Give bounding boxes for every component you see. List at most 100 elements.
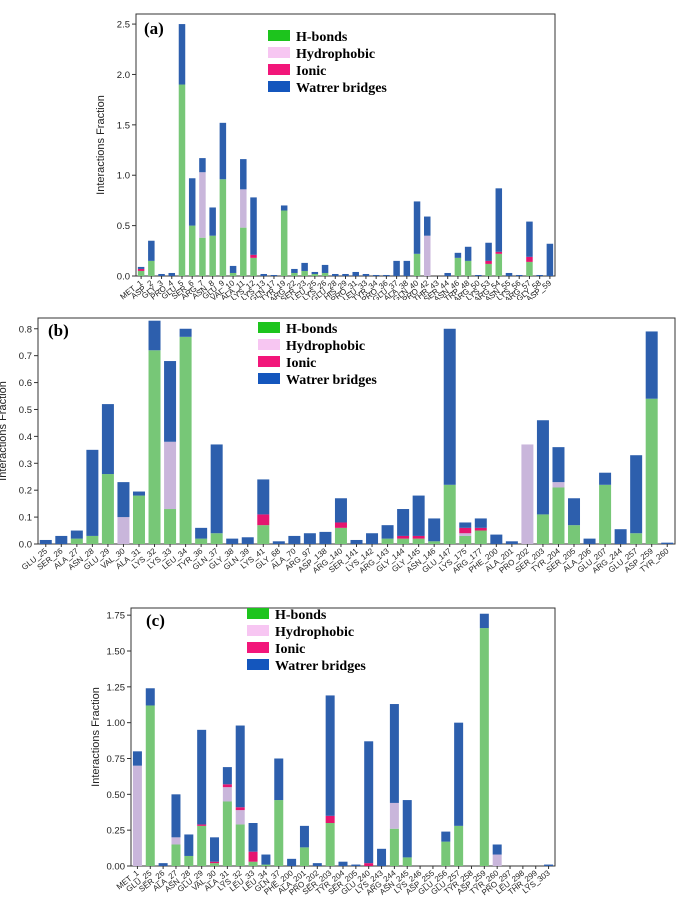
bar-segment-hbonds (397, 538, 410, 544)
bar-segment-hbonds (210, 863, 220, 866)
bar-segment-hbonds (229, 272, 237, 276)
bar-segment-water-bridges (222, 767, 232, 785)
bar-segment-water-bridges (261, 854, 271, 865)
bar-segment-hbonds (280, 210, 288, 276)
bar-segment-water-bridges (474, 518, 487, 528)
legend-label-water-bridges: Watrer bridges (275, 659, 366, 674)
legend-swatch-hbonds (258, 322, 280, 333)
y-tick-label: 0.2 (19, 486, 32, 497)
bar-segment-water-bridges (299, 825, 309, 848)
bar-segment-hbonds (291, 272, 298, 276)
panel-label: (c) (146, 611, 165, 630)
legend-label-water-bridges: Watrer bridges (286, 373, 377, 388)
bar-segment-water-bridges (270, 274, 278, 276)
bar-segment-water-bridges (241, 537, 254, 544)
bar-segment-hbonds (179, 336, 192, 544)
bar-segment-water-bridges (188, 178, 196, 226)
bar-segment-hydrophobic (240, 189, 247, 228)
bar-segment-ionic (526, 256, 533, 262)
bar-segment-water-bridges (443, 328, 456, 485)
bar-segment-hbonds (334, 527, 347, 544)
bar-segment-water-bridges (145, 688, 155, 706)
chart-panel-b: 0.0 0.1 0.2 0.3 0.4 0.5 0.6 0.7 0.8 Interactions … (0, 317, 676, 575)
legend-swatch-hydrophobic (258, 339, 280, 350)
bar-segment-water-bridges (229, 265, 237, 273)
bar-segment-water-bridges (381, 525, 394, 539)
bar-segment-water-bridges (274, 758, 284, 801)
bar-segment-water-bridges (260, 273, 267, 276)
bar-segment-water-bridges (444, 272, 451, 276)
bar-segment-hbonds (248, 861, 258, 866)
bar-segment-ionic (474, 527, 487, 531)
bar-segment-water-bridges (661, 542, 674, 544)
bar-segment-hbonds (536, 514, 549, 544)
bar-segment-hbonds (145, 705, 155, 866)
bar-segment-hbonds (552, 487, 565, 544)
bar-segment-hbonds (101, 474, 114, 544)
y-tick-label: 1.25 (107, 682, 126, 693)
y-tick-label: 0.0 (117, 272, 130, 283)
bar-segment-water-bridges (250, 197, 257, 255)
bar-segment-hbonds (197, 825, 207, 866)
legend-swatch-ionic (268, 64, 290, 75)
bar-segment-water-bridges (197, 729, 207, 825)
bar-segment-water-bridges (454, 252, 462, 258)
bar-segment-water-bridges (383, 274, 390, 276)
bar-segment-water-bridges (364, 741, 374, 864)
bar-segment-hbonds (299, 847, 309, 866)
bar-segment-water-bridges (148, 240, 155, 261)
bar-segment-hbonds (495, 253, 503, 276)
bar-segment-water-bridges (332, 273, 339, 276)
bar-segment-ionic (334, 522, 347, 528)
bar-segment-hbonds (645, 398, 658, 544)
bar-segment-hbonds (137, 270, 145, 276)
y-tick-label: 0.50 (107, 790, 126, 801)
bar-segment-water-bridges (226, 538, 239, 544)
bar-segment-hydrophobic (552, 482, 565, 488)
bar-segment-water-bridges (55, 535, 68, 544)
bar-segment-water-bridges (287, 858, 297, 866)
bar-segment-water-bridges (412, 495, 425, 536)
y-tick-label: 0.25 (107, 826, 126, 837)
bar-segment-hbonds (402, 857, 412, 866)
bar-segment-hbonds (443, 484, 456, 544)
y-tick-label: 1.00 (107, 718, 126, 729)
bar-segment-water-bridges (645, 331, 658, 399)
bar-segment-ionic (459, 527, 472, 534)
bar-segment-hbonds (630, 533, 643, 544)
bar-segment-hydrophobic (424, 235, 431, 276)
bar-segment-water-bridges (86, 449, 99, 536)
legend-swatch-ionic (247, 642, 269, 653)
bar-segment-water-bridges (235, 725, 245, 808)
bar-segment-water-bridges (428, 518, 441, 542)
y-tick-label: 0.6 (19, 378, 32, 389)
bar-segment-water-bridges (505, 272, 513, 276)
bar-segment-hydrophobic (164, 441, 177, 510)
bar-segment-hbonds (311, 273, 319, 276)
legend-swatch-water-bridges (268, 81, 290, 92)
y-tick-label: 1.75 (107, 611, 126, 622)
bar-segment-water-bridges (171, 794, 181, 838)
bar-segment-hbonds (199, 237, 206, 276)
bar-segment-water-bridges (454, 722, 464, 826)
panel-label: (b) (48, 321, 69, 340)
bar-segment-ionic (222, 784, 232, 788)
bar-segment-hbonds (171, 844, 181, 866)
bar-segment-hbonds (148, 350, 161, 544)
bar-segment-water-bridges (614, 529, 627, 544)
bar-segment-water-bridges (210, 444, 223, 534)
bar-segment-water-bridges (158, 273, 165, 276)
bar-segment-water-bridges (338, 861, 348, 866)
legend-label-hydrophobic: Hydrophobic (275, 625, 354, 640)
legend-label-ionic: Ionic (296, 64, 326, 79)
bar-segment-water-bridges (272, 541, 285, 544)
bar-segment-hbonds (70, 538, 83, 544)
bar-segment-hbonds (459, 535, 472, 544)
legend-label-hydrophobic: Hydrophobic (296, 47, 375, 62)
panel-label: (a) (144, 19, 164, 38)
bar-segment-hbonds (485, 263, 492, 276)
bar-segment-water-bridges (403, 260, 411, 276)
bar-segment-water-bridges (199, 158, 206, 173)
legend-swatch-water-bridges (247, 659, 269, 670)
